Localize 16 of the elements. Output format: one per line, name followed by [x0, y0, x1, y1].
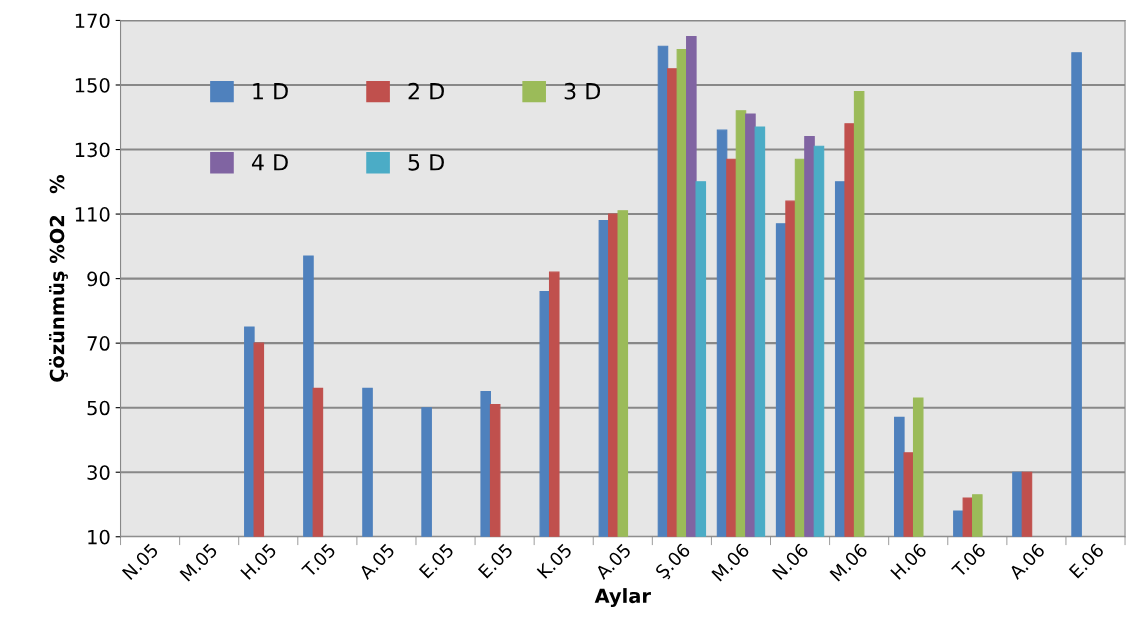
- legend-label: 5 D: [408, 154, 444, 171]
- y-tick-label: 110: [75, 207, 110, 222]
- y-tick-label: 70: [87, 336, 110, 351]
- y-tick-label: 150: [75, 77, 110, 93]
- y-tick-label: 10: [88, 529, 110, 545]
- legend-label: 2 D: [408, 82, 444, 100]
- y-tick-label: 50: [87, 400, 110, 416]
- legend-label: 1 D: [253, 83, 288, 100]
- y-axis-title: Çözünmüş %O2 %: [49, 175, 68, 382]
- x-axis-title: Aylar: [594, 588, 651, 608]
- y-tick-label: 90: [87, 271, 110, 287]
- legend-label: 4 D: [251, 154, 288, 171]
- y-tick-label: 130: [75, 142, 110, 158]
- legend-label: 3 D: [564, 82, 601, 100]
- y-tick-label: 170: [75, 13, 110, 29]
- y-tick-label: 30: [87, 465, 110, 480]
